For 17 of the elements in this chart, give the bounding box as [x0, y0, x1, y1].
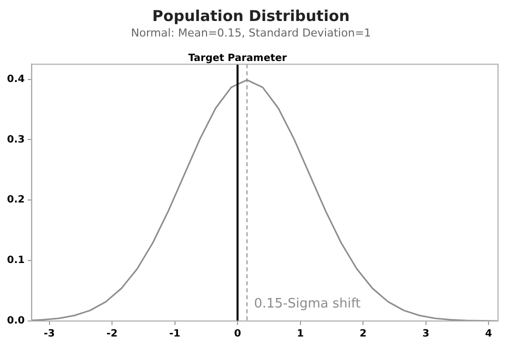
x-tick-label: 0	[234, 328, 242, 340]
x-tick-label: 1	[296, 328, 304, 340]
chart-subtitle: Normal: Mean=0.15, Standard Deviation=1	[130, 26, 372, 40]
x-tick-label: -1	[169, 328, 180, 340]
y-tick-label: 0.0	[6, 316, 25, 327]
x-tick-label: -3	[44, 328, 55, 340]
y-tick-label: 0.3	[6, 134, 25, 146]
y-tick-label: 0.4	[6, 74, 25, 85]
y-tick-label: 0.1	[6, 255, 25, 266]
ref-line-label: 0.15-Sigma shift	[254, 296, 361, 312]
x-tick-label: 3	[422, 328, 430, 340]
y-tick-label: 0.2	[6, 194, 25, 206]
x-tick-label: 4	[485, 328, 492, 340]
ref-line-label: Target Parameter	[188, 52, 287, 64]
x-tick-label: 2	[360, 328, 367, 340]
x-tick-label: -2	[106, 328, 118, 340]
chart-title: Population Distribution	[152, 6, 350, 25]
